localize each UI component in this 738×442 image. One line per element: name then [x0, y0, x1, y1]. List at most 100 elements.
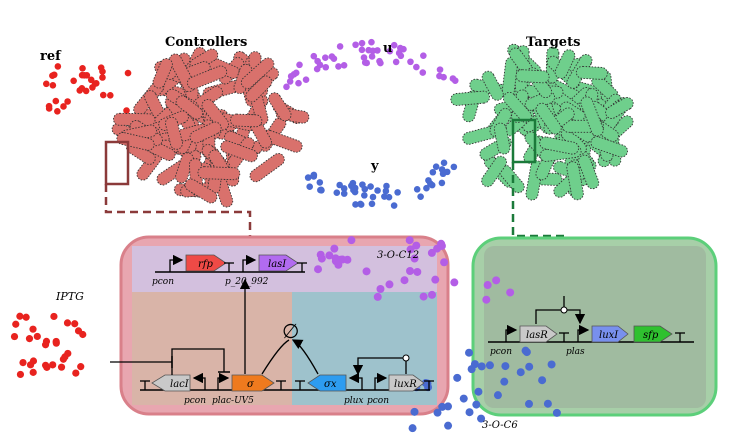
- iptg-molecule: [16, 312, 24, 320]
- c6-molecule: [501, 362, 510, 371]
- sigma-label: σ: [247, 379, 255, 390]
- c6-molecule: [547, 360, 556, 369]
- target-cell-detail: [471, 236, 718, 417]
- ref-molecule: [54, 108, 61, 115]
- u-molecule: [436, 72, 443, 80]
- c6-molecule: [459, 394, 468, 403]
- y-molecule: [369, 193, 377, 201]
- c12-molecule: [406, 266, 415, 275]
- y-molecule: [357, 200, 364, 208]
- ref-molecule: [81, 72, 88, 79]
- u-molecule: [296, 61, 303, 69]
- bacterium-cell: [116, 132, 155, 151]
- y-molecule: [304, 174, 312, 181]
- c12-molecule: [428, 290, 437, 299]
- u-molecule: [395, 49, 403, 57]
- iptg-molecule: [10, 332, 19, 341]
- c12-molecules: [314, 236, 515, 304]
- y-molecule: [352, 201, 359, 208]
- y-molecule: [417, 193, 424, 200]
- plux-label: plux: [344, 396, 364, 406]
- pcon-lacI-label: pcon: [184, 396, 206, 406]
- u-molecule: [449, 75, 457, 82]
- c6-molecule: [538, 376, 547, 385]
- ref-molecule: [50, 71, 58, 79]
- c12-molecule: [400, 276, 409, 285]
- luxR-label: luxR: [394, 379, 417, 390]
- bacterium-cell: [186, 65, 228, 90]
- c12-molecule: [482, 295, 491, 304]
- iptg-molecule: [61, 353, 69, 361]
- iptg-molecule: [63, 319, 72, 327]
- iptg-molecule: [12, 320, 20, 328]
- ref-molecule: [99, 91, 107, 99]
- iptg-molecule: [19, 358, 27, 367]
- controller-zoom-line: [104, 184, 252, 240]
- y-label: y: [370, 159, 379, 174]
- y-molecule: [367, 183, 374, 190]
- ref-molecule: [60, 103, 67, 110]
- u-molecule: [413, 63, 420, 71]
- y-molecule: [423, 184, 430, 192]
- bacterium-cell: [481, 70, 504, 101]
- y-molecule: [350, 186, 357, 194]
- u-molecule: [419, 69, 427, 76]
- u-molecules: [283, 38, 459, 91]
- y-molecule: [429, 168, 437, 176]
- plas-label: plas: [566, 347, 585, 357]
- controller-colony: [111, 46, 310, 208]
- bacterium-cell: [498, 164, 525, 194]
- y-molecule: [317, 186, 325, 194]
- y-molecule: [443, 168, 451, 176]
- bacterium-cell: [189, 121, 222, 144]
- ref-molecules: [42, 63, 132, 115]
- iptg-molecule: [43, 363, 51, 371]
- c6-molecule: [465, 408, 474, 417]
- c6-molecule: [525, 362, 534, 371]
- ref-molecule: [107, 92, 114, 99]
- ref-molecule: [123, 107, 130, 114]
- c6-molecule: [453, 373, 462, 382]
- signal-c6-label: 3-O-C6: [482, 420, 518, 431]
- c12-molecule: [492, 276, 501, 285]
- c12-molecule: [410, 254, 419, 263]
- bacterium-cell: [197, 166, 241, 181]
- bacterium-cell: [481, 155, 507, 188]
- u-molecule: [322, 63, 330, 71]
- c12-molecule: [419, 292, 428, 301]
- ref-molecule: [99, 74, 106, 81]
- ref-molecule: [76, 87, 84, 94]
- y-molecule: [381, 193, 388, 200]
- bacterium-cell: [566, 161, 584, 201]
- iptg-molecule: [16, 370, 25, 379]
- iptg-molecules: [10, 312, 87, 379]
- iptg-molecule: [42, 337, 51, 345]
- y-molecule: [306, 183, 313, 191]
- sfp-gene: [633, 325, 673, 343]
- ref-molecule: [52, 97, 60, 105]
- y-molecule: [359, 181, 366, 188]
- iptg-molecule: [74, 327, 83, 335]
- bacterium-cell: [575, 65, 608, 80]
- rfp-gene: [185, 254, 227, 272]
- c12-molecule: [406, 245, 415, 254]
- ref-molecule: [79, 65, 86, 72]
- y-molecule: [440, 159, 448, 167]
- ref-molecule: [45, 105, 53, 112]
- c6-molecule: [472, 400, 481, 409]
- y-molecule: [340, 185, 348, 192]
- c6-molecule: [543, 399, 552, 408]
- y-molecule: [361, 192, 368, 199]
- pcon-target-label: pcon: [490, 347, 512, 357]
- c6-molecule: [522, 348, 531, 357]
- lacI-label: lacI: [170, 379, 190, 390]
- sfp-label: sfp: [643, 330, 659, 341]
- lasR-gene: [519, 325, 558, 343]
- pcon-luxR-label: pcon: [367, 396, 389, 406]
- c6-molecule: [477, 414, 486, 423]
- u-molecule: [310, 52, 318, 60]
- y-molecule: [390, 202, 398, 209]
- bacterium-cell: [501, 56, 519, 99]
- iptg-molecule: [72, 369, 80, 377]
- c12-molecule: [405, 236, 414, 245]
